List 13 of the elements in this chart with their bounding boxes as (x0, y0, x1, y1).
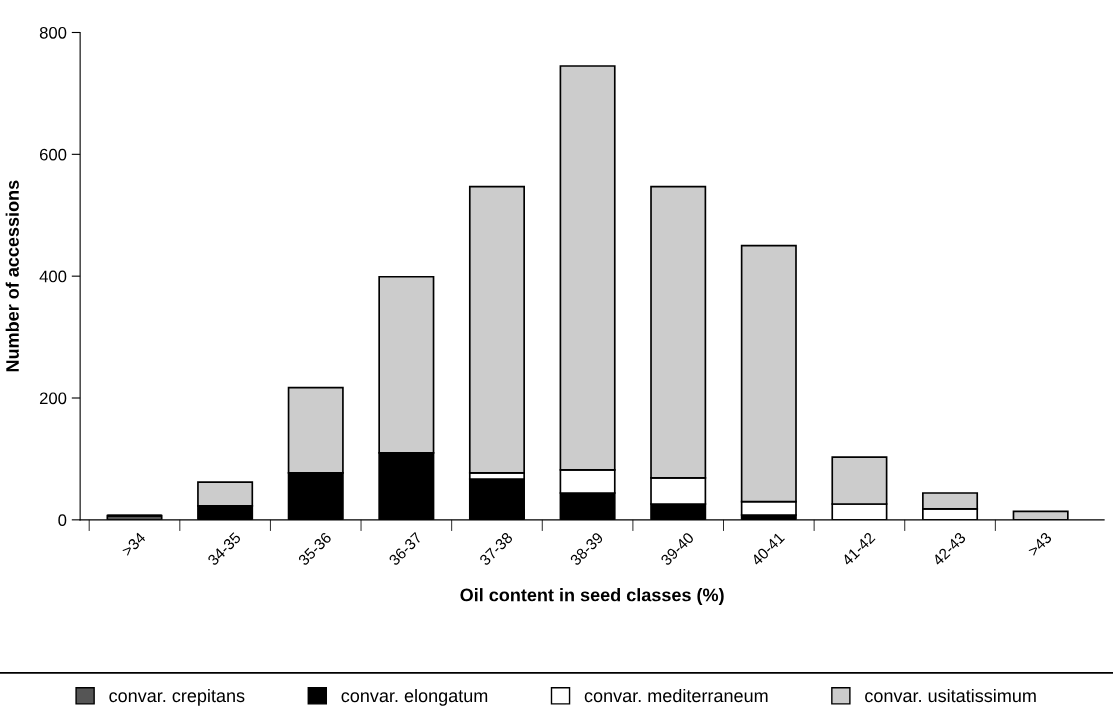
x-tick-label: >34 (121, 531, 147, 557)
legend-label: convar. mediterraneum (584, 688, 768, 703)
legend-label: convar. elongatum (341, 688, 488, 706)
y-axis-title: Number of accessions (5, 180, 19, 372)
y-tick-label: 200 (39, 392, 67, 405)
x-axis-title: Oil content in seed classes (%) (460, 588, 724, 605)
y-tick-label: 400 (39, 270, 67, 283)
x-tick-label: >43 (1027, 531, 1053, 557)
legend-label: convar. usitatissimum (865, 688, 1036, 703)
y-tick-label: 800 (39, 26, 67, 39)
y-tick-label: 0 (58, 514, 67, 527)
y-tick-label: 600 (39, 148, 67, 161)
legend-label: convar. crepitans (109, 688, 245, 706)
